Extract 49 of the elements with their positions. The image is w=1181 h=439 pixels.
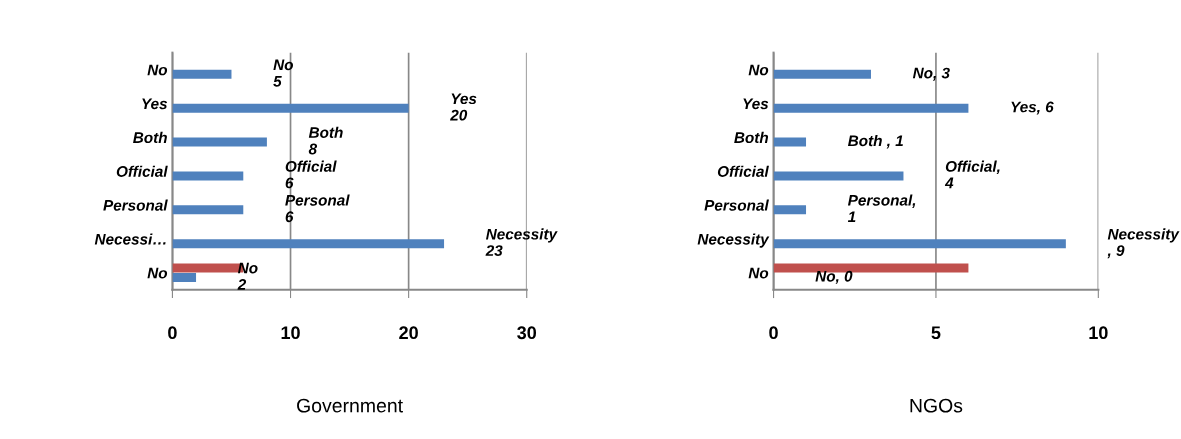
bar: [172, 239, 445, 249]
data-label: Official, 4: [944, 160, 1000, 189]
bar: [773, 239, 1066, 249]
data-label: No 5: [273, 59, 294, 87]
y-tick-label: Both: [133, 131, 167, 144]
data-label: Necessity , 9: [1107, 228, 1180, 259]
data-label: Both , 1: [847, 134, 903, 149]
y-tick-label: No: [748, 267, 769, 279]
data-label: Personal, 1: [847, 194, 916, 222]
data-label: No, 3: [912, 67, 950, 81]
y-tick-label: Official: [116, 165, 168, 177]
bar: [172, 69, 232, 79]
x-tick-label: 10: [281, 326, 300, 340]
data-label: Both 8: [308, 126, 343, 155]
y-tick-label: No: [147, 267, 168, 279]
data-label: Yes, 6: [1011, 101, 1054, 115]
x-tick-label: 0: [168, 326, 177, 340]
bar: [773, 69, 871, 79]
x-tick-label: 5: [931, 326, 941, 340]
x-tick-label: 30: [517, 326, 537, 340]
bar: [773, 137, 807, 147]
y-tick-label: Yes: [142, 98, 168, 110]
data-label: Official 6: [285, 160, 337, 189]
y-tick-label: Necessi…: [94, 233, 166, 245]
bar: [773, 205, 807, 215]
bar: [172, 273, 197, 283]
x-tick-label: 20: [399, 326, 418, 340]
x-tick-label: 10: [1089, 326, 1108, 340]
data-label: No, 0: [815, 270, 853, 284]
bar: [172, 137, 267, 147]
bar: [172, 205, 244, 215]
bar: [172, 103, 409, 113]
data-label: Yes 20: [450, 93, 477, 121]
y-tick-label: Personal: [704, 199, 769, 211]
data-label: Necessity 23: [485, 228, 558, 257]
bar: [773, 103, 969, 113]
x-axis-title: NGOs: [910, 398, 963, 413]
x-axis-title: Government: [297, 398, 403, 413]
y-tick-label: Yes: [743, 98, 769, 110]
x-tick-label: 0: [769, 326, 778, 340]
y-tick-label: No: [748, 64, 769, 76]
bar: [172, 171, 244, 181]
y-tick-label: Both: [734, 131, 769, 144]
data-label: Personal 6: [285, 194, 350, 223]
y-tick-label: Necessity: [697, 233, 770, 248]
y-tick-label: No: [147, 64, 168, 76]
bar: [773, 171, 904, 181]
y-tick-label: Official: [717, 165, 769, 177]
y-tick-label: Personal: [103, 199, 168, 211]
